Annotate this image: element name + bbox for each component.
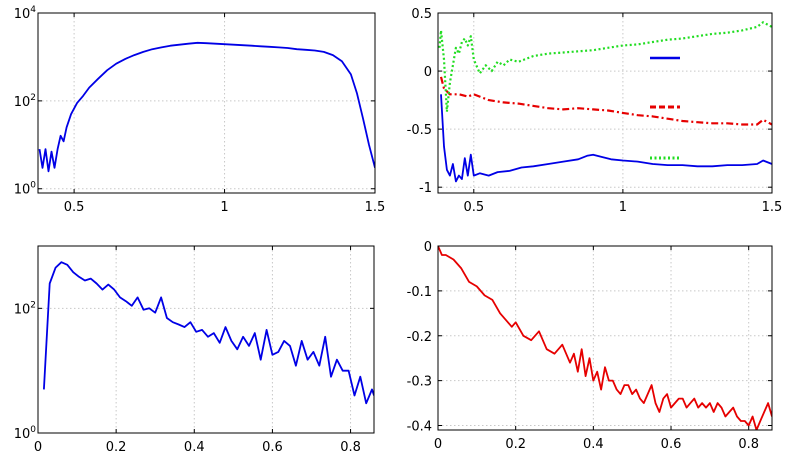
y-tick-label: 100 [14,181,37,198]
panel-bottom-left: 0 0.2 0.4 0.6 0.8 100 102 [14,245,375,455]
axes-frame [37,12,376,194]
y-tick-label: -0.3 [407,375,432,390]
axes-frame [37,245,375,434]
y-tick-label: 102 [14,300,36,317]
y-tick-label: -0.1 [407,285,432,300]
x-tick-label: 0.8 [340,440,361,455]
axes-frame [437,12,773,194]
series-line-0 [438,246,772,430]
y-tick-label: 0.5 [411,7,432,22]
y-tick-label: 0 [424,240,432,255]
x-tick-label: 0.2 [106,440,127,455]
x-tick-label: 0 [434,437,442,452]
x-tick-label: 0.4 [583,437,604,452]
x-tick-label: 1 [220,200,228,215]
x-tick-label: 0.5 [463,200,484,215]
x-tick-label: 1.5 [365,200,386,215]
y-tick-label: -0.2 [407,330,432,345]
panel-top-right: 0.5 1 1.5 -1 -0.5 0 0.5 [407,7,783,215]
y-tick-label: 100 [14,425,37,442]
axes-frame [437,245,773,431]
x-tick-label: 0.5 [64,200,85,215]
x-tick-label: 0.8 [738,437,759,452]
x-tick-label: 1 [619,200,627,215]
x-tick-label: 0.6 [262,440,283,455]
series-line-0 [43,261,374,405]
y-tick-label: 102 [14,93,36,110]
legend [650,56,680,160]
x-tick-label: 1.5 [762,200,783,215]
y-tick-label: 0 [424,65,432,80]
series-line-0 [440,94,772,183]
y-tick-label: -0.5 [407,123,432,138]
y-tick-label: -1 [419,181,432,196]
x-tick-label: 0 [34,440,42,455]
series-line-1 [439,76,772,126]
x-tick-label: 0.4 [184,440,205,455]
series-line-2 [438,21,772,113]
y-tick-label: 104 [14,5,37,22]
y-tick-label: -0.4 [407,420,432,435]
panel-bottom-right: 0 0.2 0.4 0.6 0.8 -0.4 -0.3 -0.2 -0.1 0 [407,240,773,452]
series-line-0 [38,41,375,173]
x-tick-label: 0.6 [661,437,682,452]
x-tick-label: 0.2 [505,437,526,452]
panel-top-left: 0.5 1 1.5 100 102 104 [14,5,386,215]
